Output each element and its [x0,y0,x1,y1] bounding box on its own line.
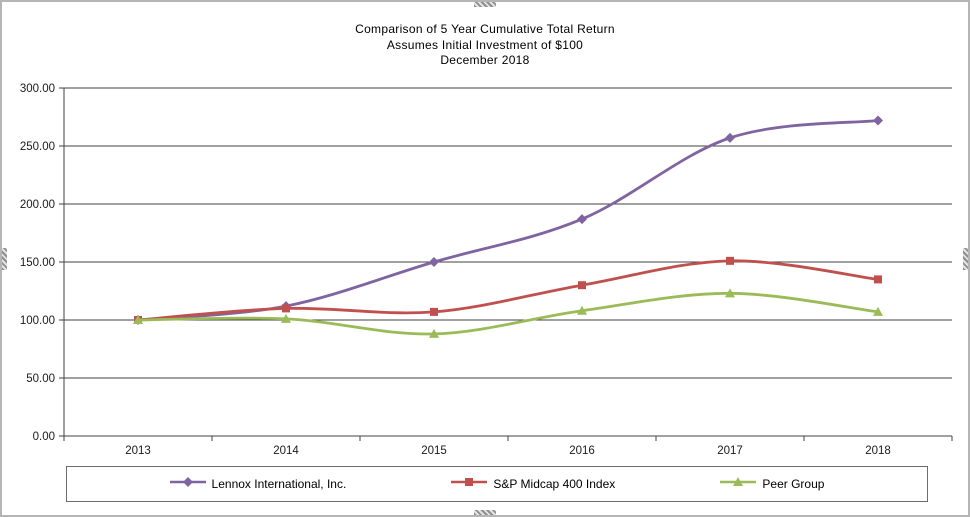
legend-symbol-lennox-diamond-icon [169,475,206,494]
series-marker-2 [429,328,439,338]
y-axis-label: 150.00 [20,257,55,269]
y-axis-label: 50.00 [26,373,55,385]
legend-symbol-sp-midcap-square-icon [451,475,488,494]
legend-label-peer-group: Peer Group [762,477,825,491]
resize-handle-left[interactable] [2,247,7,270]
series-line-1[interactable] [136,259,880,322]
y-axis-label: 100.00 [20,315,55,327]
series-marker-1 [430,307,438,316]
series-marker-1 [726,256,734,265]
series-marker-1 [282,304,290,313]
series-group-1 [134,256,882,324]
legend-item-peer-group[interactable]: Peer Group [720,475,824,494]
resize-handle-bottom[interactable] [474,510,496,515]
series-marker-0 [429,257,439,267]
series-marker-0 [873,115,883,126]
legend-symbol-peer-group-triangle-icon [720,475,757,494]
x-axis-label: 2016 [569,445,595,457]
y-axis-label: 250.00 [20,141,55,153]
y-axis-label: 300.00 [20,83,55,95]
resize-handle-right[interactable] [963,247,968,270]
series-marker-2 [281,313,291,323]
series-group-2 [133,288,883,338]
legend-marker-2 [733,476,744,486]
x-axis-label: 2013 [125,445,151,457]
legend-label-lennox: Lennox International, Inc. [211,477,347,491]
x-axis-label: 2014 [273,445,299,457]
legend-marker-1 [465,477,474,486]
legend-item-lennox-international[interactable]: Lennox International, Inc. [169,475,347,494]
series-line-2[interactable] [136,291,880,336]
series-line-0[interactable] [136,119,880,322]
legend[interactable]: Lennox International, Inc. S&P Midcap 40… [66,466,928,502]
y-axis-label: 200.00 [20,199,55,211]
series-marker-2 [873,306,883,316]
chart-title: Comparison of 5 Year Cumulative Total Re… [2,22,968,69]
series-marker-2 [133,315,143,324]
chart-title-line3: December 2018 [440,53,530,68]
chart-title-line1: Comparison of 5 Year Cumulative Total Re… [355,22,615,36]
legend-label-sp-midcap: S&P Midcap 400 Index [493,477,616,491]
resize-handle-top[interactable] [474,2,496,7]
series-group-0 [133,115,883,325]
series-marker-2 [725,288,735,298]
series-marker-2 [577,305,587,315]
x-axis-label: 2017 [717,445,743,457]
y-axis-label: 0.00 [33,431,55,443]
series-marker-1 [578,281,586,290]
legend-item-sp-midcap-400[interactable]: S&P Midcap 400 Index [451,475,615,494]
chart-title-line2: Assumes Initial Investment of $100 [386,37,584,52]
legend-marker-0 [182,476,193,487]
series-marker-0 [725,132,735,143]
x-axis-label: 2018 [865,445,891,457]
series-marker-0 [577,214,587,225]
x-axis-label: 2015 [421,445,447,457]
series-marker-1 [874,275,882,284]
